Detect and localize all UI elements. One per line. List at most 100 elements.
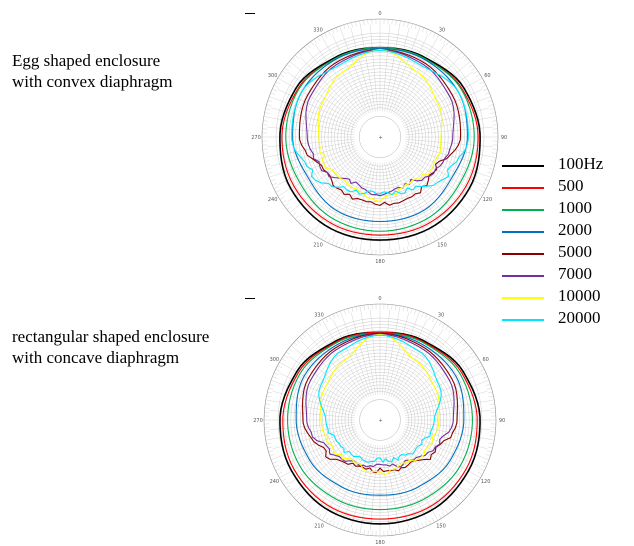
polar-tick-mark xyxy=(284,482,288,485)
legend-swatch xyxy=(502,275,544,277)
polar-tick-mark xyxy=(491,160,496,161)
polar-tick-mark xyxy=(268,172,273,174)
polar-tick-mark xyxy=(456,221,459,225)
polar-tick-mark xyxy=(344,244,346,249)
polar-tick-mark xyxy=(336,242,338,247)
polar-tick-mark xyxy=(414,310,416,315)
polar-tick-mark xyxy=(270,384,275,386)
polar-tick-mark xyxy=(418,311,420,316)
polar-tick-mark xyxy=(476,197,480,200)
polar-tick-mark xyxy=(360,21,361,26)
polar-tick-mark xyxy=(414,526,416,531)
polar-tick-mark xyxy=(271,458,276,460)
polar-tick-mark xyxy=(309,507,312,511)
polar-grid-spoke xyxy=(382,163,390,250)
polar-tick-mark xyxy=(289,349,293,352)
polar-tick-mark xyxy=(478,366,482,368)
polar-tick-mark xyxy=(439,322,442,326)
polar-tick-mark xyxy=(454,334,457,338)
polar-grid-spoke xyxy=(269,422,354,429)
polar-tick-mark xyxy=(484,380,489,382)
polar-grid-spoke xyxy=(284,433,358,476)
legend-swatch xyxy=(502,231,544,233)
polar-tick-mark xyxy=(488,447,493,448)
polar-tick-mark xyxy=(368,305,369,310)
polar-tick-mark xyxy=(458,52,461,56)
legend-swatch xyxy=(502,253,544,255)
legend-label: 7000 xyxy=(558,263,592,285)
polar-grid-spoke xyxy=(389,444,418,524)
angle-tick-label: 300 xyxy=(270,357,280,363)
polar-tick-mark xyxy=(290,210,294,213)
polar-tick-mark xyxy=(425,314,427,319)
legend-item: 7000 xyxy=(500,263,630,285)
polar-tick-mark xyxy=(486,454,491,456)
polar-tick-mark xyxy=(433,237,435,241)
polar-tick-mark xyxy=(462,342,466,345)
polar-tick-mark xyxy=(285,203,289,206)
polar-tick-mark xyxy=(436,516,439,520)
polar-grid-spoke xyxy=(389,161,419,243)
polar-tick-mark xyxy=(480,469,484,471)
polar-tick-mark xyxy=(266,164,271,165)
polar-tick-mark xyxy=(337,523,339,528)
polar-tick-mark xyxy=(274,373,279,375)
polar-tick-mark xyxy=(274,465,279,467)
polar-grid-spoke xyxy=(382,309,389,394)
polar-tick-mark xyxy=(368,20,369,25)
polar-tick-mark xyxy=(268,451,273,452)
polar-tick-mark xyxy=(481,373,486,375)
polar-grid-spoke xyxy=(269,410,354,417)
polar-tick-mark xyxy=(265,160,270,161)
polar-tick-mark xyxy=(301,49,304,53)
polar-tick-mark xyxy=(322,516,325,520)
polar-tick-mark xyxy=(352,528,353,533)
polar-tick-mark xyxy=(487,451,492,452)
polar-tick-mark xyxy=(430,31,432,35)
polar-tick-mark xyxy=(403,307,404,312)
polar-tick-mark xyxy=(407,23,408,28)
polar-tick-mark xyxy=(471,68,475,71)
polar-tick-mark xyxy=(328,239,330,243)
polar-tick-mark xyxy=(360,248,361,253)
angle-tick-label: 60 xyxy=(482,357,488,363)
polar-tick-mark xyxy=(340,524,342,529)
polar-tick-mark xyxy=(443,231,446,235)
polar-tick-mark xyxy=(265,432,270,433)
polar-tick-mark xyxy=(484,458,489,460)
polar-tick-mark xyxy=(265,435,270,436)
legend-label: 2000 xyxy=(558,219,592,241)
angle-tick-label: 150 xyxy=(437,242,447,248)
polar-grid-spoke xyxy=(405,410,490,417)
polar-tick-mark xyxy=(344,526,346,531)
polar-tick-mark xyxy=(454,502,457,506)
polar-tick-mark xyxy=(329,520,331,524)
polar-tick-mark xyxy=(280,74,284,77)
polar-tick-mark xyxy=(491,117,496,118)
polar-tick-mark xyxy=(266,439,271,440)
polar-tick-mark xyxy=(364,249,365,254)
polar-tick-mark xyxy=(448,329,451,333)
legend-label: 20000 xyxy=(558,307,601,329)
polar-tick-mark xyxy=(351,23,352,28)
polar-tick-mark xyxy=(282,359,286,362)
polar-tick-mark xyxy=(407,307,408,312)
polar-tick-mark xyxy=(269,176,274,178)
polar-tick-mark xyxy=(360,529,361,534)
polar-tick-mark xyxy=(299,337,302,341)
polar-tick-mark xyxy=(483,462,488,464)
polar-tick-mark xyxy=(437,35,440,39)
polar-tick-mark xyxy=(399,529,400,534)
polar-tick-mark xyxy=(299,500,302,504)
polar-tick-mark xyxy=(396,249,397,254)
polar-tick-mark xyxy=(321,235,324,239)
polar-tick-mark xyxy=(439,514,442,518)
caption-bottom: rectangular shaped enclosure with concav… xyxy=(12,326,209,368)
polar-tick-mark xyxy=(492,121,497,122)
polar-tick-mark xyxy=(267,168,272,169)
polar-tick-mark xyxy=(490,108,495,109)
polar-tick-mark xyxy=(297,339,301,342)
polar-tick-mark xyxy=(309,329,312,333)
polar-tick-mark xyxy=(481,465,486,467)
